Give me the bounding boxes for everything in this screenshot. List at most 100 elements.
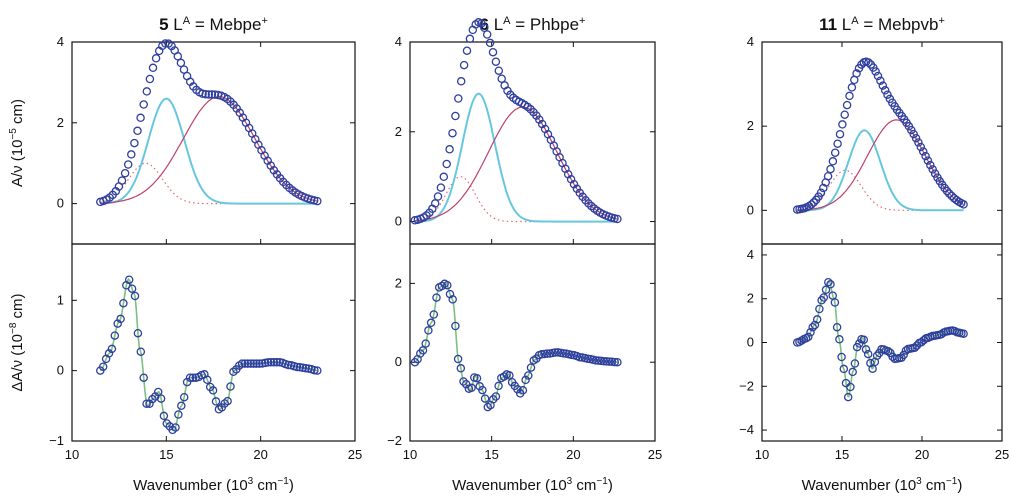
stark-point: [919, 335, 928, 345]
stark-point: [156, 394, 166, 403]
absorption-point: [823, 171, 833, 181]
component-curve-component_a: [414, 92, 618, 223]
stark-point: [478, 385, 487, 395]
ytick-label: 0: [747, 335, 754, 350]
absorption-point: [491, 57, 501, 66]
stark-point: [607, 357, 617, 367]
absorption-point: [442, 159, 451, 169]
absorption-point: [459, 60, 469, 70]
stark-point: [424, 326, 433, 335]
stark-point: [821, 285, 831, 295]
absorption-point: [462, 46, 472, 55]
ytick-label: 0: [57, 363, 64, 378]
stark-point: [861, 345, 871, 354]
absorption-point: [942, 186, 952, 196]
stark-point: [583, 354, 592, 364]
ytick-label: 0: [57, 196, 64, 211]
stark-point: [243, 359, 253, 368]
absorption-point: [852, 69, 861, 78]
absorption-point: [430, 199, 440, 208]
stark-point: [185, 373, 195, 382]
stark-point: [223, 396, 232, 406]
absorption-point: [613, 214, 622, 224]
ytick-label: −2: [739, 378, 754, 393]
panel-number: 5: [159, 15, 173, 34]
absorption-point: [809, 198, 819, 207]
ytick-label: 2: [395, 124, 402, 139]
absorption-point: [204, 90, 214, 99]
absorption-point: [448, 128, 457, 138]
stark-point: [559, 349, 568, 358]
stark-point: [107, 344, 117, 354]
stark-point: [177, 401, 186, 411]
absorption-point: [127, 150, 136, 159]
absorption-point: [807, 200, 816, 209]
absorption-point: [210, 90, 220, 99]
x-axis-label: Wavenumber (103 cm−1): [133, 476, 294, 494]
stark-point: [116, 314, 125, 324]
stark-point: [284, 360, 293, 370]
absorption-point: [864, 58, 873, 67]
y-axis-label-stark: ΔA/ν (10−8 cm): [8, 293, 26, 391]
xtick-label: 20: [253, 447, 267, 462]
absorption-point: [313, 196, 322, 206]
absorption-point: [945, 189, 954, 198]
stark-point: [451, 321, 460, 331]
stark-point: [174, 410, 183, 419]
xtick-label: 10: [65, 447, 79, 462]
absorption-point: [918, 147, 928, 156]
stark-point: [429, 310, 439, 319]
absorption-point: [842, 100, 852, 110]
absorption-axes: [71, 41, 356, 245]
absorption-point: [947, 191, 956, 201]
stark-point: [159, 411, 169, 421]
stark-point: [491, 392, 501, 401]
stark-point: [272, 357, 282, 367]
ytick-label: −1: [49, 433, 64, 448]
absorption-point: [445, 145, 454, 154]
stark-point: [797, 336, 806, 345]
stark-point: [432, 293, 441, 302]
xtick-label: 25: [348, 447, 362, 462]
absorption-point: [433, 192, 443, 201]
stark-point: [812, 315, 822, 324]
stark-point: [171, 423, 180, 432]
stark-point: [843, 392, 853, 402]
absorption-point: [816, 188, 826, 197]
absorption-point: [835, 129, 845, 139]
stark-point: [872, 351, 882, 360]
ytick-label: 0: [747, 202, 754, 217]
absorption-point: [123, 160, 133, 169]
absorption-point: [133, 126, 142, 136]
ytick-label: 4: [747, 34, 754, 49]
stark-point: [959, 329, 968, 338]
xtick-label: 15: [159, 447, 173, 462]
stark-point: [139, 373, 148, 382]
stark-point: [848, 367, 857, 377]
absorption-point: [120, 168, 130, 178]
absorption-point: [847, 83, 857, 92]
stark-point: [237, 359, 247, 368]
stark-point: [910, 343, 920, 352]
absorption-point: [923, 156, 933, 165]
stark-point: [480, 394, 490, 403]
stark-point: [421, 339, 430, 348]
stark-point: [815, 304, 824, 314]
stark-point: [846, 382, 855, 392]
component-curve-component_c: [797, 169, 964, 211]
absorption-point: [828, 157, 838, 166]
stark-point: [599, 357, 609, 366]
absorption-point: [526, 105, 535, 114]
stark-point: [249, 359, 258, 368]
stark-point: [453, 354, 463, 364]
stark-point: [179, 392, 189, 402]
absorption-point: [876, 76, 885, 85]
stark-point: [142, 399, 151, 408]
absorption-point: [838, 120, 847, 129]
absorption-point: [826, 164, 835, 174]
stark-point: [824, 277, 833, 287]
stark-point: [605, 357, 614, 366]
stark-fit-line: [99, 277, 318, 432]
stark-point: [203, 375, 212, 385]
